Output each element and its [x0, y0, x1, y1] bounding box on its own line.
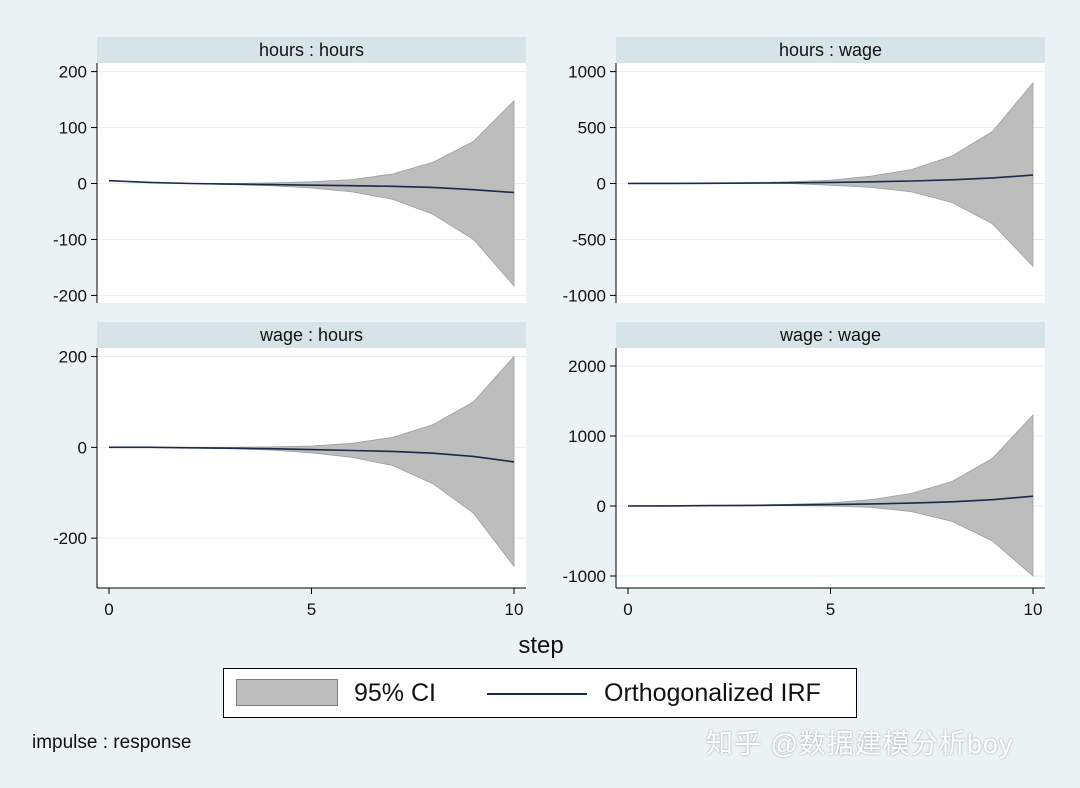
y-tick-label: 200 [59, 63, 87, 82]
panel-title-strip [616, 322, 1045, 348]
x-tick-label: 0 [104, 600, 113, 619]
x-axis-title: step [518, 632, 563, 659]
watermark: 知乎 @数据建模分析boy [706, 729, 1014, 759]
legend-irf-swatch [487, 693, 587, 695]
y-tick-label: 500 [578, 119, 606, 138]
x-tick-label: 10 [505, 600, 524, 619]
panel-title-strip [97, 37, 526, 63]
legend: 95% CI Orthogonalized IRF [223, 668, 857, 718]
y-tick-label: 2000 [568, 357, 606, 376]
x-tick-label: 0 [623, 600, 632, 619]
y-tick-label: 200 [59, 348, 87, 367]
legend-ci-swatch [236, 679, 338, 706]
x-tick-label: 10 [1024, 600, 1043, 619]
irf-line [627, 495, 1034, 507]
panel-title: wage : wage [779, 325, 881, 345]
panel-title: hours : hours [259, 40, 364, 60]
y-tick-label: -1000 [563, 567, 606, 586]
x-tick-label: 5 [307, 600, 316, 619]
y-tick-label: 0 [597, 497, 606, 516]
y-tick-label: 1000 [568, 63, 606, 82]
y-tick-label: -100 [53, 230, 87, 249]
irf-line [109, 446, 515, 463]
panel-title-strip [97, 322, 526, 348]
y-tick-label: 0 [78, 438, 87, 457]
y-tick-label: 0 [597, 175, 606, 194]
panel-title-strip [616, 37, 1045, 63]
impulse-response-note: impulse : response [32, 732, 192, 753]
y-tick-label: 100 [59, 119, 87, 138]
y-tick-label: 0 [78, 175, 87, 194]
y-tick-label: 1000 [568, 427, 606, 446]
x-tick-label: 5 [826, 600, 835, 619]
y-tick-label: -200 [53, 529, 87, 548]
y-tick-label: -1000 [563, 286, 606, 305]
legend-ci-label: 95% CI [354, 679, 436, 707]
plot-area [616, 348, 1045, 588]
panel-title: hours : wage [779, 40, 882, 60]
y-tick-label: -500 [572, 230, 606, 249]
irf-line [627, 174, 1034, 185]
panel-title: wage : hours [259, 325, 363, 345]
y-tick-label: -200 [53, 286, 87, 305]
irf-line [108, 179, 515, 194]
legend-irf-label: Orthogonalized IRF [604, 679, 821, 707]
